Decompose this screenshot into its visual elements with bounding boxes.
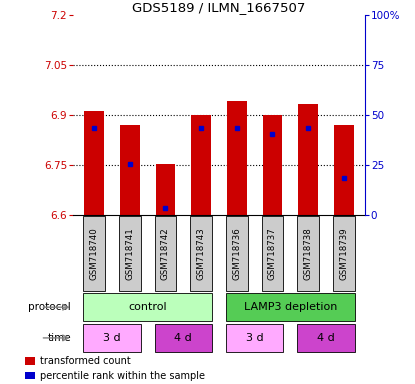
- Text: time: time: [47, 333, 71, 343]
- FancyBboxPatch shape: [297, 216, 319, 291]
- Text: GSM718743: GSM718743: [197, 227, 205, 280]
- FancyBboxPatch shape: [154, 324, 212, 352]
- FancyBboxPatch shape: [297, 324, 355, 352]
- FancyBboxPatch shape: [190, 216, 212, 291]
- FancyBboxPatch shape: [226, 324, 283, 352]
- FancyBboxPatch shape: [154, 216, 176, 291]
- FancyBboxPatch shape: [83, 216, 105, 291]
- Bar: [84, 111, 104, 215]
- Text: 3 d: 3 d: [103, 333, 121, 343]
- Bar: [298, 104, 318, 215]
- Text: 4 d: 4 d: [317, 333, 335, 343]
- FancyBboxPatch shape: [226, 216, 248, 291]
- FancyBboxPatch shape: [119, 216, 141, 291]
- FancyBboxPatch shape: [83, 293, 212, 321]
- Bar: [227, 101, 247, 215]
- FancyBboxPatch shape: [261, 216, 283, 291]
- FancyBboxPatch shape: [333, 216, 355, 291]
- Text: GSM718742: GSM718742: [161, 227, 170, 280]
- Text: control: control: [128, 302, 167, 312]
- Title: GDS5189 / ILMN_1667507: GDS5189 / ILMN_1667507: [132, 1, 305, 14]
- Text: 3 d: 3 d: [246, 333, 264, 343]
- Bar: [156, 164, 175, 215]
- Bar: [120, 124, 139, 215]
- Text: GSM718737: GSM718737: [268, 227, 277, 280]
- Bar: [191, 114, 211, 215]
- Bar: [334, 124, 354, 215]
- Text: 4 d: 4 d: [174, 333, 192, 343]
- Text: protocol: protocol: [28, 302, 71, 312]
- Text: GSM718736: GSM718736: [232, 227, 241, 280]
- FancyBboxPatch shape: [226, 293, 355, 321]
- FancyBboxPatch shape: [83, 324, 141, 352]
- Text: LAMP3 depletion: LAMP3 depletion: [244, 302, 337, 312]
- Text: GSM718738: GSM718738: [304, 227, 312, 280]
- Legend: transformed count, percentile rank within the sample: transformed count, percentile rank withi…: [21, 353, 209, 384]
- Text: GSM718739: GSM718739: [339, 227, 348, 280]
- Bar: [263, 114, 282, 215]
- Text: GSM718741: GSM718741: [125, 227, 134, 280]
- Text: GSM718740: GSM718740: [90, 227, 98, 280]
